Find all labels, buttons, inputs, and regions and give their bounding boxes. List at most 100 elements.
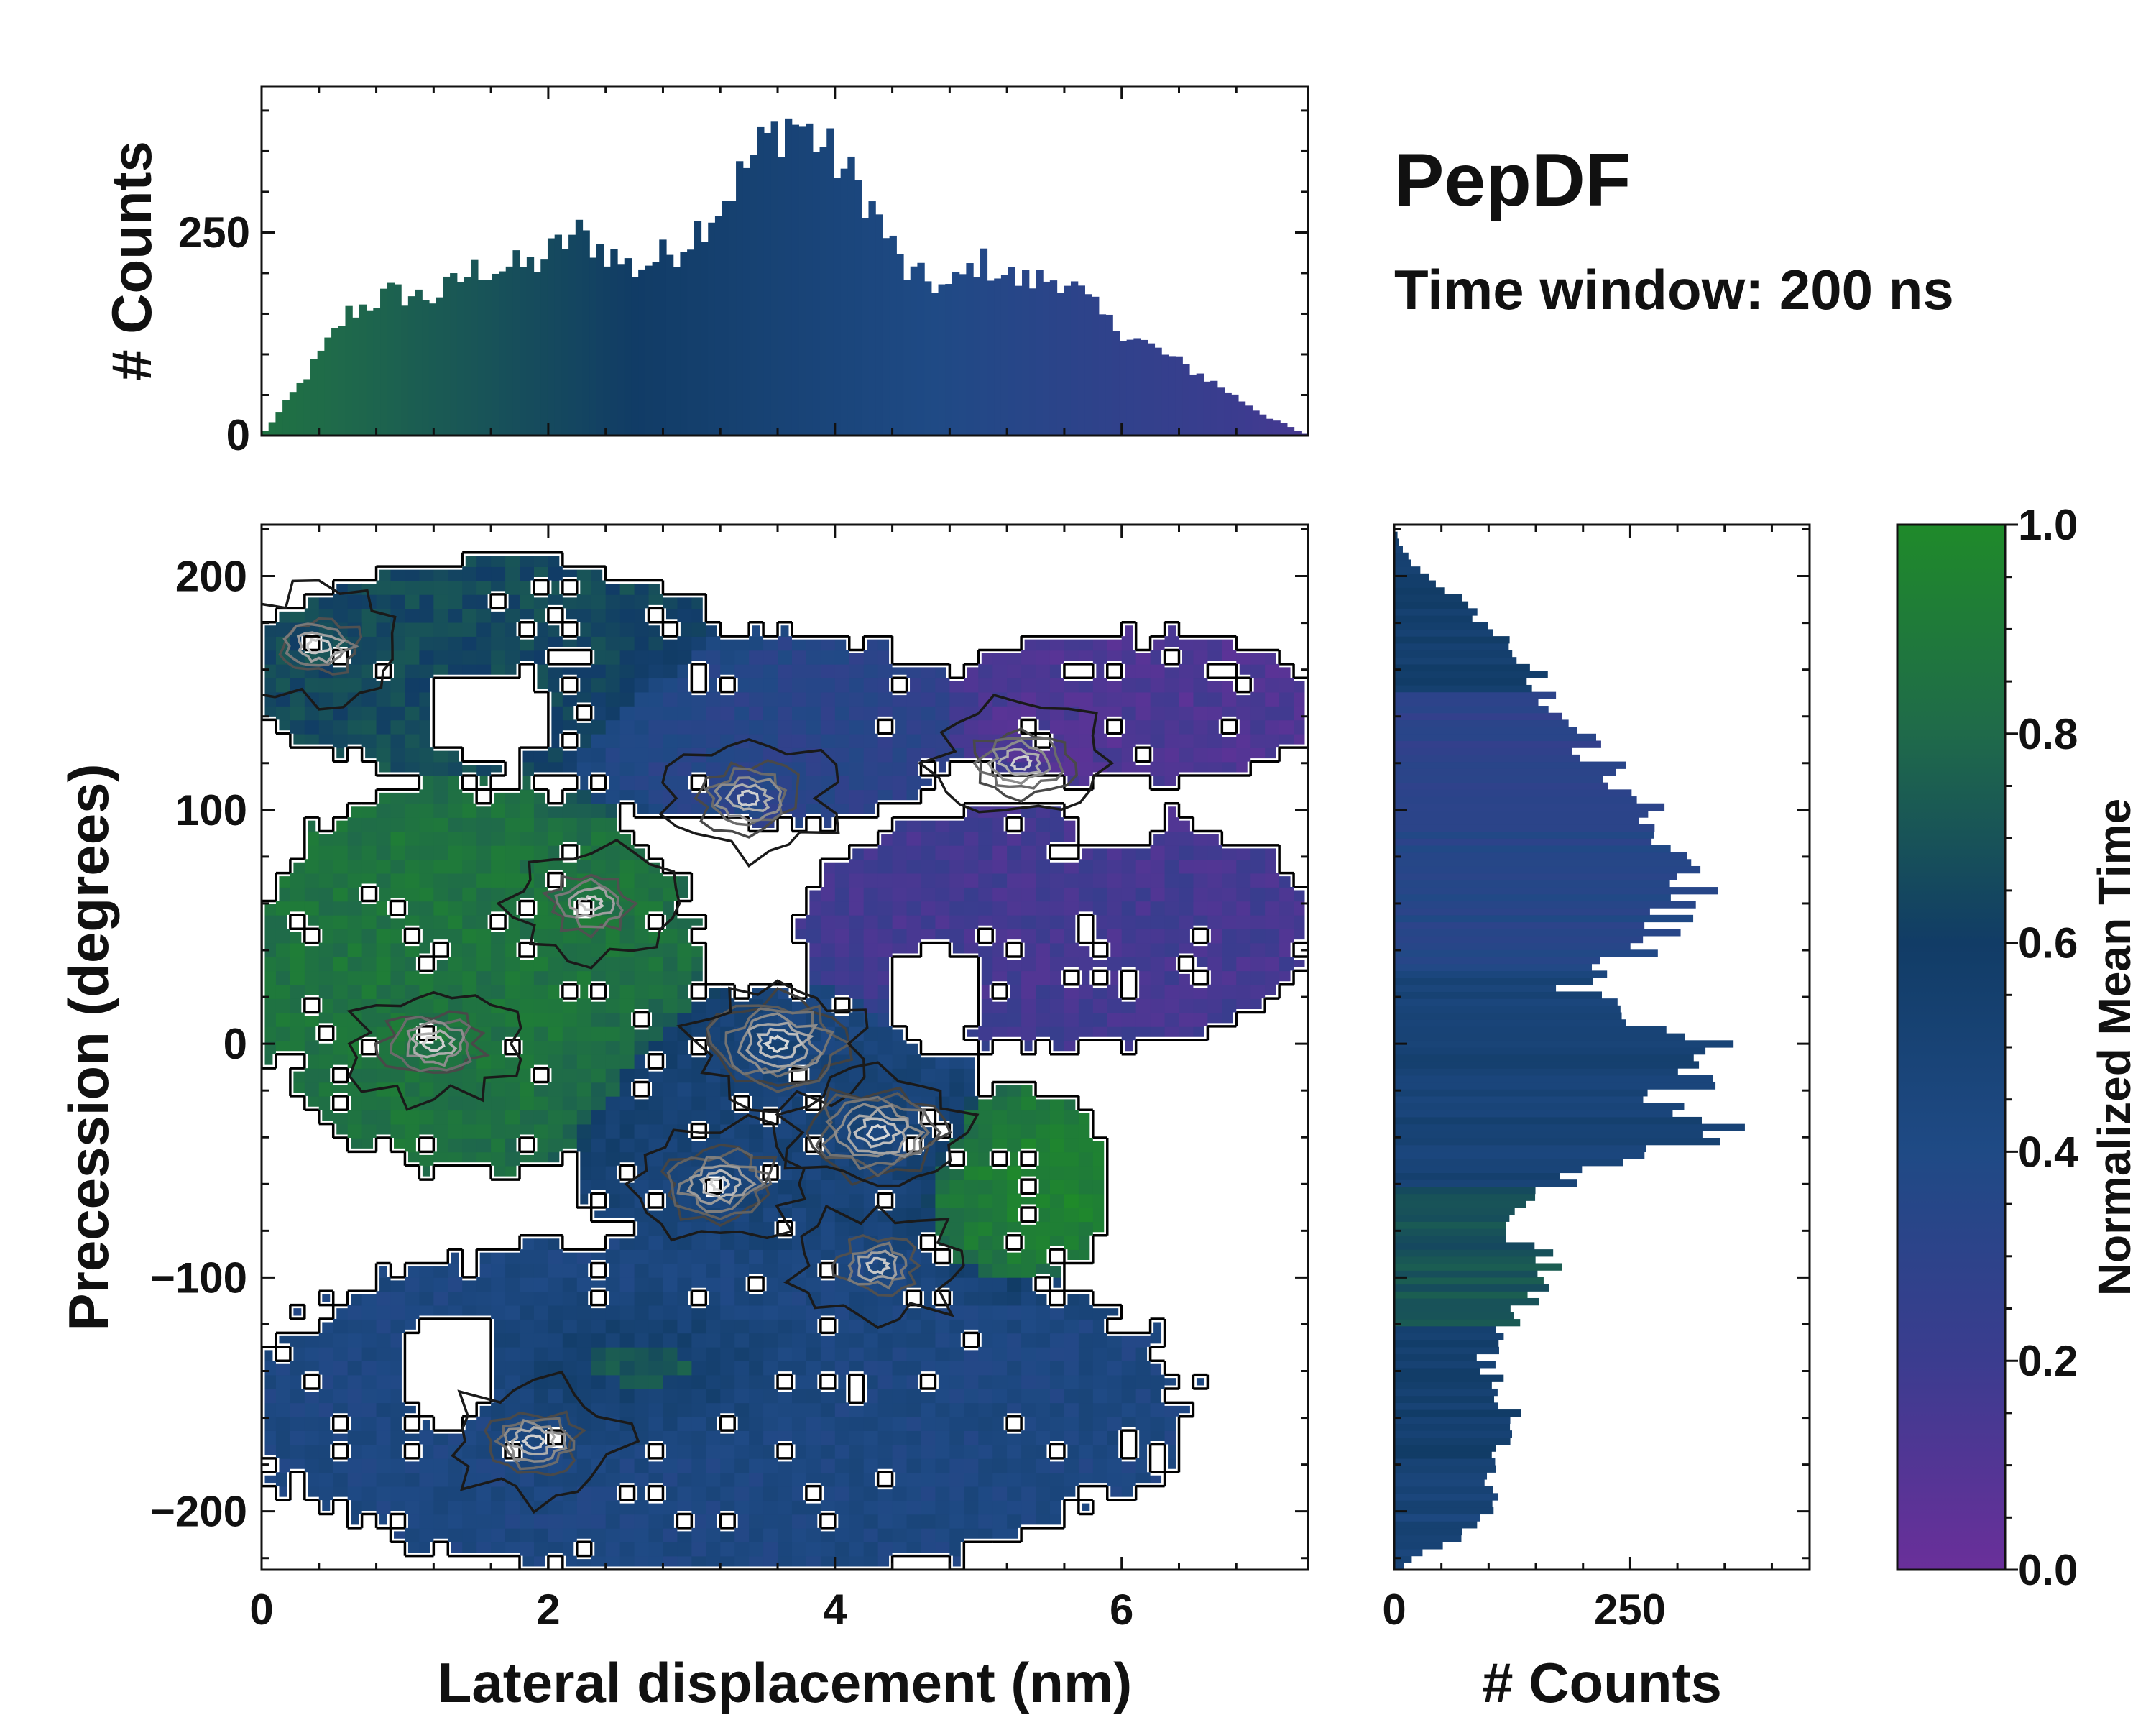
- heatmap-cell: [778, 1138, 793, 1153]
- heatmap-cell: [806, 1430, 821, 1445]
- heatmap-cell: [820, 1444, 836, 1459]
- density-contour-outer: [783, 1203, 965, 1330]
- right-hist-bar: [1394, 1012, 1622, 1020]
- top-hist-bar: [785, 118, 793, 436]
- heatmap-cell: [1121, 859, 1137, 874]
- right-hist-bar: [1394, 559, 1411, 567]
- heatmap-cell: [1036, 678, 1051, 693]
- heatmap-cell: [533, 1346, 549, 1361]
- top-hist-bar: [722, 201, 729, 436]
- heatmap-cell: [548, 1388, 563, 1404]
- heatmap-cell: [892, 691, 908, 707]
- heatmap-cell: [533, 845, 549, 860]
- heatmap-cell: [605, 929, 621, 944]
- heatmap-cell: [290, 942, 305, 957]
- heatmap-cell: [333, 1472, 349, 1487]
- heatmap-cell: [820, 1458, 836, 1473]
- heatmap-cell: [1078, 761, 1094, 776]
- heatmap-cell: [834, 1068, 850, 1083]
- top-hist-bar: [394, 284, 402, 436]
- heatmap-cell: [462, 1527, 477, 1543]
- heatmap-cell: [476, 1263, 492, 1278]
- heatmap-cell: [791, 803, 807, 818]
- heatmap-cell: [1007, 845, 1022, 860]
- heatmap-cell: [877, 1444, 893, 1459]
- heatmap-cell: [605, 1123, 621, 1138]
- heatmap-cell: [347, 1346, 363, 1361]
- heatmap-cell: [361, 859, 377, 874]
- heatmap-cell: [763, 1276, 778, 1292]
- heatmap-cell: [849, 775, 865, 791]
- heatmap-cell: [677, 761, 693, 776]
- heatmap-cell: [576, 1165, 592, 1180]
- heatmap-cell: [462, 998, 477, 1013]
- heatmap-cell: [1021, 1095, 1036, 1111]
- top-hist-bar: [1015, 285, 1023, 436]
- heatmap-cell: [605, 1235, 621, 1250]
- heatmap-cell: [520, 566, 535, 581]
- heatmap-cell: [921, 1179, 936, 1195]
- heatmap-cell: [1107, 942, 1123, 957]
- top-hist-bar: [945, 284, 953, 436]
- heatmap-cell: [935, 1361, 951, 1376]
- heatmap-cell: [778, 1472, 793, 1487]
- heatmap-cell: [361, 1444, 377, 1459]
- heatmap-cell: [1164, 678, 1180, 693]
- heatmap-cell: [376, 1486, 392, 1501]
- heatmap-cell: [576, 1040, 592, 1055]
- heatmap-cell: [763, 761, 778, 776]
- right-hist-bar: [1394, 817, 1639, 825]
- heatmap-cell: [992, 1388, 1008, 1404]
- heatmap-cell: [820, 942, 836, 957]
- heatmap-cell: [591, 998, 607, 1013]
- top-hist-bar: [492, 273, 499, 436]
- density-contour: [833, 1103, 926, 1159]
- heatmap-cell: [906, 691, 922, 707]
- heatmap-cell: [591, 1319, 607, 1334]
- heatmap-cell: [520, 1319, 535, 1334]
- heatmap-cell: [1036, 1165, 1051, 1180]
- heatmap-cell: [1222, 887, 1238, 902]
- heatmap-cell: [491, 1123, 506, 1138]
- heatmap-cell: [992, 1221, 1008, 1236]
- heatmap-cell: [448, 942, 464, 957]
- heatmap-cell: [1107, 1333, 1123, 1348]
- heatmap-cell: [318, 970, 334, 985]
- heatmap-cell: [1064, 1402, 1079, 1417]
- heatmap-cell: [533, 1123, 549, 1138]
- right-hist-bar: [1394, 580, 1436, 588]
- heatmap-cell: [533, 1486, 549, 1501]
- right-hist-bar: [1394, 1061, 1700, 1069]
- heatmap-cell: [505, 1123, 520, 1138]
- heatmap-cell: [978, 1276, 994, 1292]
- heatmap-cell: [591, 1416, 607, 1431]
- heatmap-cell: [863, 1527, 879, 1543]
- heatmap-cell: [720, 650, 735, 665]
- heatmap-cell: [677, 1346, 693, 1361]
- heatmap-cell: [921, 1068, 936, 1083]
- heatmap-cell: [820, 1555, 836, 1570]
- heatmap-cell: [820, 956, 836, 972]
- heatmap-cell: [706, 1527, 722, 1543]
- top-ylabel: # Counts: [100, 141, 163, 381]
- heatmap-cell: [749, 1514, 764, 1529]
- top-hist-bar: [1252, 410, 1260, 436]
- heatmap-cell: [691, 1249, 707, 1264]
- top-hist-bar: [547, 238, 556, 436]
- heatmap-cell: [1279, 914, 1294, 930]
- heatmap-cell: [1049, 887, 1065, 902]
- heatmap-cell: [1265, 873, 1280, 888]
- heatmap-cell: [978, 1263, 994, 1278]
- heatmap-cell: [619, 1527, 635, 1543]
- heatmap-cell: [476, 845, 492, 860]
- heatmap-cell: [791, 663, 807, 679]
- heatmap-cell: [1150, 1374, 1166, 1389]
- heatmap-cell: [619, 1026, 635, 1041]
- heatmap-cell: [361, 1095, 377, 1111]
- heatmap-cell: [834, 719, 850, 735]
- top-hist-bar: [1112, 331, 1120, 436]
- heatmap-cell: [892, 1165, 908, 1180]
- right-hist-bar: [1394, 1089, 1648, 1097]
- heatmap-cell: [906, 1416, 922, 1431]
- heatmap-cell: [1265, 706, 1280, 721]
